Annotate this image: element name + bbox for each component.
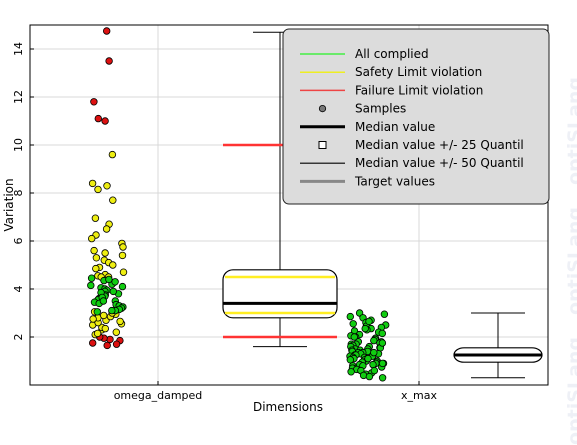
iqr-box [222, 269, 338, 319]
watermark: optiSLang optiSLang optiSLang [549, 0, 577, 445]
y-tick-label: 8 [12, 190, 25, 197]
legend: All complied Safety Limit violation Failur… [282, 28, 550, 205]
sample-point [90, 246, 98, 255]
sample-point [93, 329, 102, 338]
sample-point [99, 311, 108, 320]
sample-point [101, 249, 109, 257]
plot-frame [29, 24, 549, 386]
sample-point [116, 317, 124, 326]
y-axis-title: Variation [2, 178, 16, 231]
sample-point [370, 348, 378, 357]
sample-point [109, 287, 117, 296]
sample-point [378, 339, 387, 347]
legend-label: Target values [354, 174, 435, 188]
sample-point [93, 308, 101, 316]
sample-point [378, 374, 387, 382]
sample-point [119, 243, 127, 251]
legend-box [282, 28, 550, 205]
sample-point [347, 368, 355, 376]
y-tick-label: 14 [12, 42, 25, 56]
legend-label: Median value [355, 120, 435, 134]
sample-point [99, 297, 108, 305]
sample-point [364, 354, 372, 363]
sample-point [380, 310, 389, 318]
watermark-text-1: optiSLang [564, 77, 577, 185]
sample-point [92, 254, 101, 262]
sample-point [87, 281, 95, 290]
sample-point [112, 328, 120, 336]
x-tick-label: omega_damped [114, 389, 203, 402]
sample-point [369, 360, 377, 369]
sample-point [94, 185, 102, 194]
y-tick-label: 2 [12, 334, 25, 341]
sample-point [350, 333, 358, 341]
legend-symbol [318, 105, 327, 113]
sample-point [109, 261, 117, 269]
sample-point [103, 341, 111, 350]
sample-point [365, 317, 373, 326]
sample-point [112, 340, 121, 348]
sample-point [106, 335, 114, 344]
legend-label: Samples [355, 102, 406, 116]
legend-symbol [318, 141, 327, 149]
sample-point [102, 225, 111, 233]
sample-point [378, 329, 386, 338]
watermark-text-3: optiSLang [564, 337, 577, 445]
y-tick-label: 6 [12, 238, 25, 245]
sample-point [109, 196, 117, 204]
sample-point [94, 114, 102, 123]
sample-point [118, 282, 127, 291]
sample-point [101, 117, 109, 125]
sample-point [87, 274, 96, 282]
x-axis-title: Dimensions [253, 400, 323, 414]
sample-point [88, 179, 97, 188]
legend-label: All complied [355, 47, 429, 61]
sample-point [119, 268, 128, 276]
x-axis-ticks: omega_damped x_max [114, 381, 437, 402]
legend-label: Median value +/- 25 Quantil [355, 138, 524, 152]
sample-point [361, 324, 369, 333]
sample-point [108, 306, 116, 315]
sample-point [103, 182, 111, 190]
sample-point [370, 366, 379, 375]
legend-label: Failure Limit violation [355, 83, 483, 97]
sample-point [370, 336, 378, 345]
sample-point [365, 372, 374, 381]
sample-point [105, 57, 113, 65]
sample-point [346, 312, 354, 321]
chart: 2 4 6 8 10 12 14 omega_damped x_max Variation D… [2, 24, 550, 414]
sample-point [90, 98, 98, 106]
sample-point [91, 214, 100, 222]
sample-point [349, 320, 357, 328]
sample-point [378, 359, 387, 368]
sample-point [101, 324, 109, 333]
y-tick-label: 10 [12, 138, 25, 152]
y-tick-label: 4 [12, 286, 25, 293]
legend-label: Median value +/- 50 Quantil [355, 156, 524, 170]
sample-point [111, 278, 119, 286]
x-tick-label: x_max [401, 389, 437, 402]
y-axis-ticks: 2 4 6 8 10 12 14 [12, 42, 34, 341]
sample-point [88, 339, 97, 347]
y-tick-label: 12 [12, 90, 25, 104]
sample-point [89, 315, 97, 323]
sample-point [108, 150, 117, 159]
sample-point [87, 234, 96, 243]
sample-point [118, 251, 127, 260]
sample-point [102, 27, 111, 35]
sample-point [92, 264, 100, 273]
legend-label: Safety Limit violation [355, 65, 482, 79]
sample-points [87, 27, 390, 382]
sample-point [105, 275, 113, 284]
watermark-text-2: optiSLang [564, 207, 577, 315]
